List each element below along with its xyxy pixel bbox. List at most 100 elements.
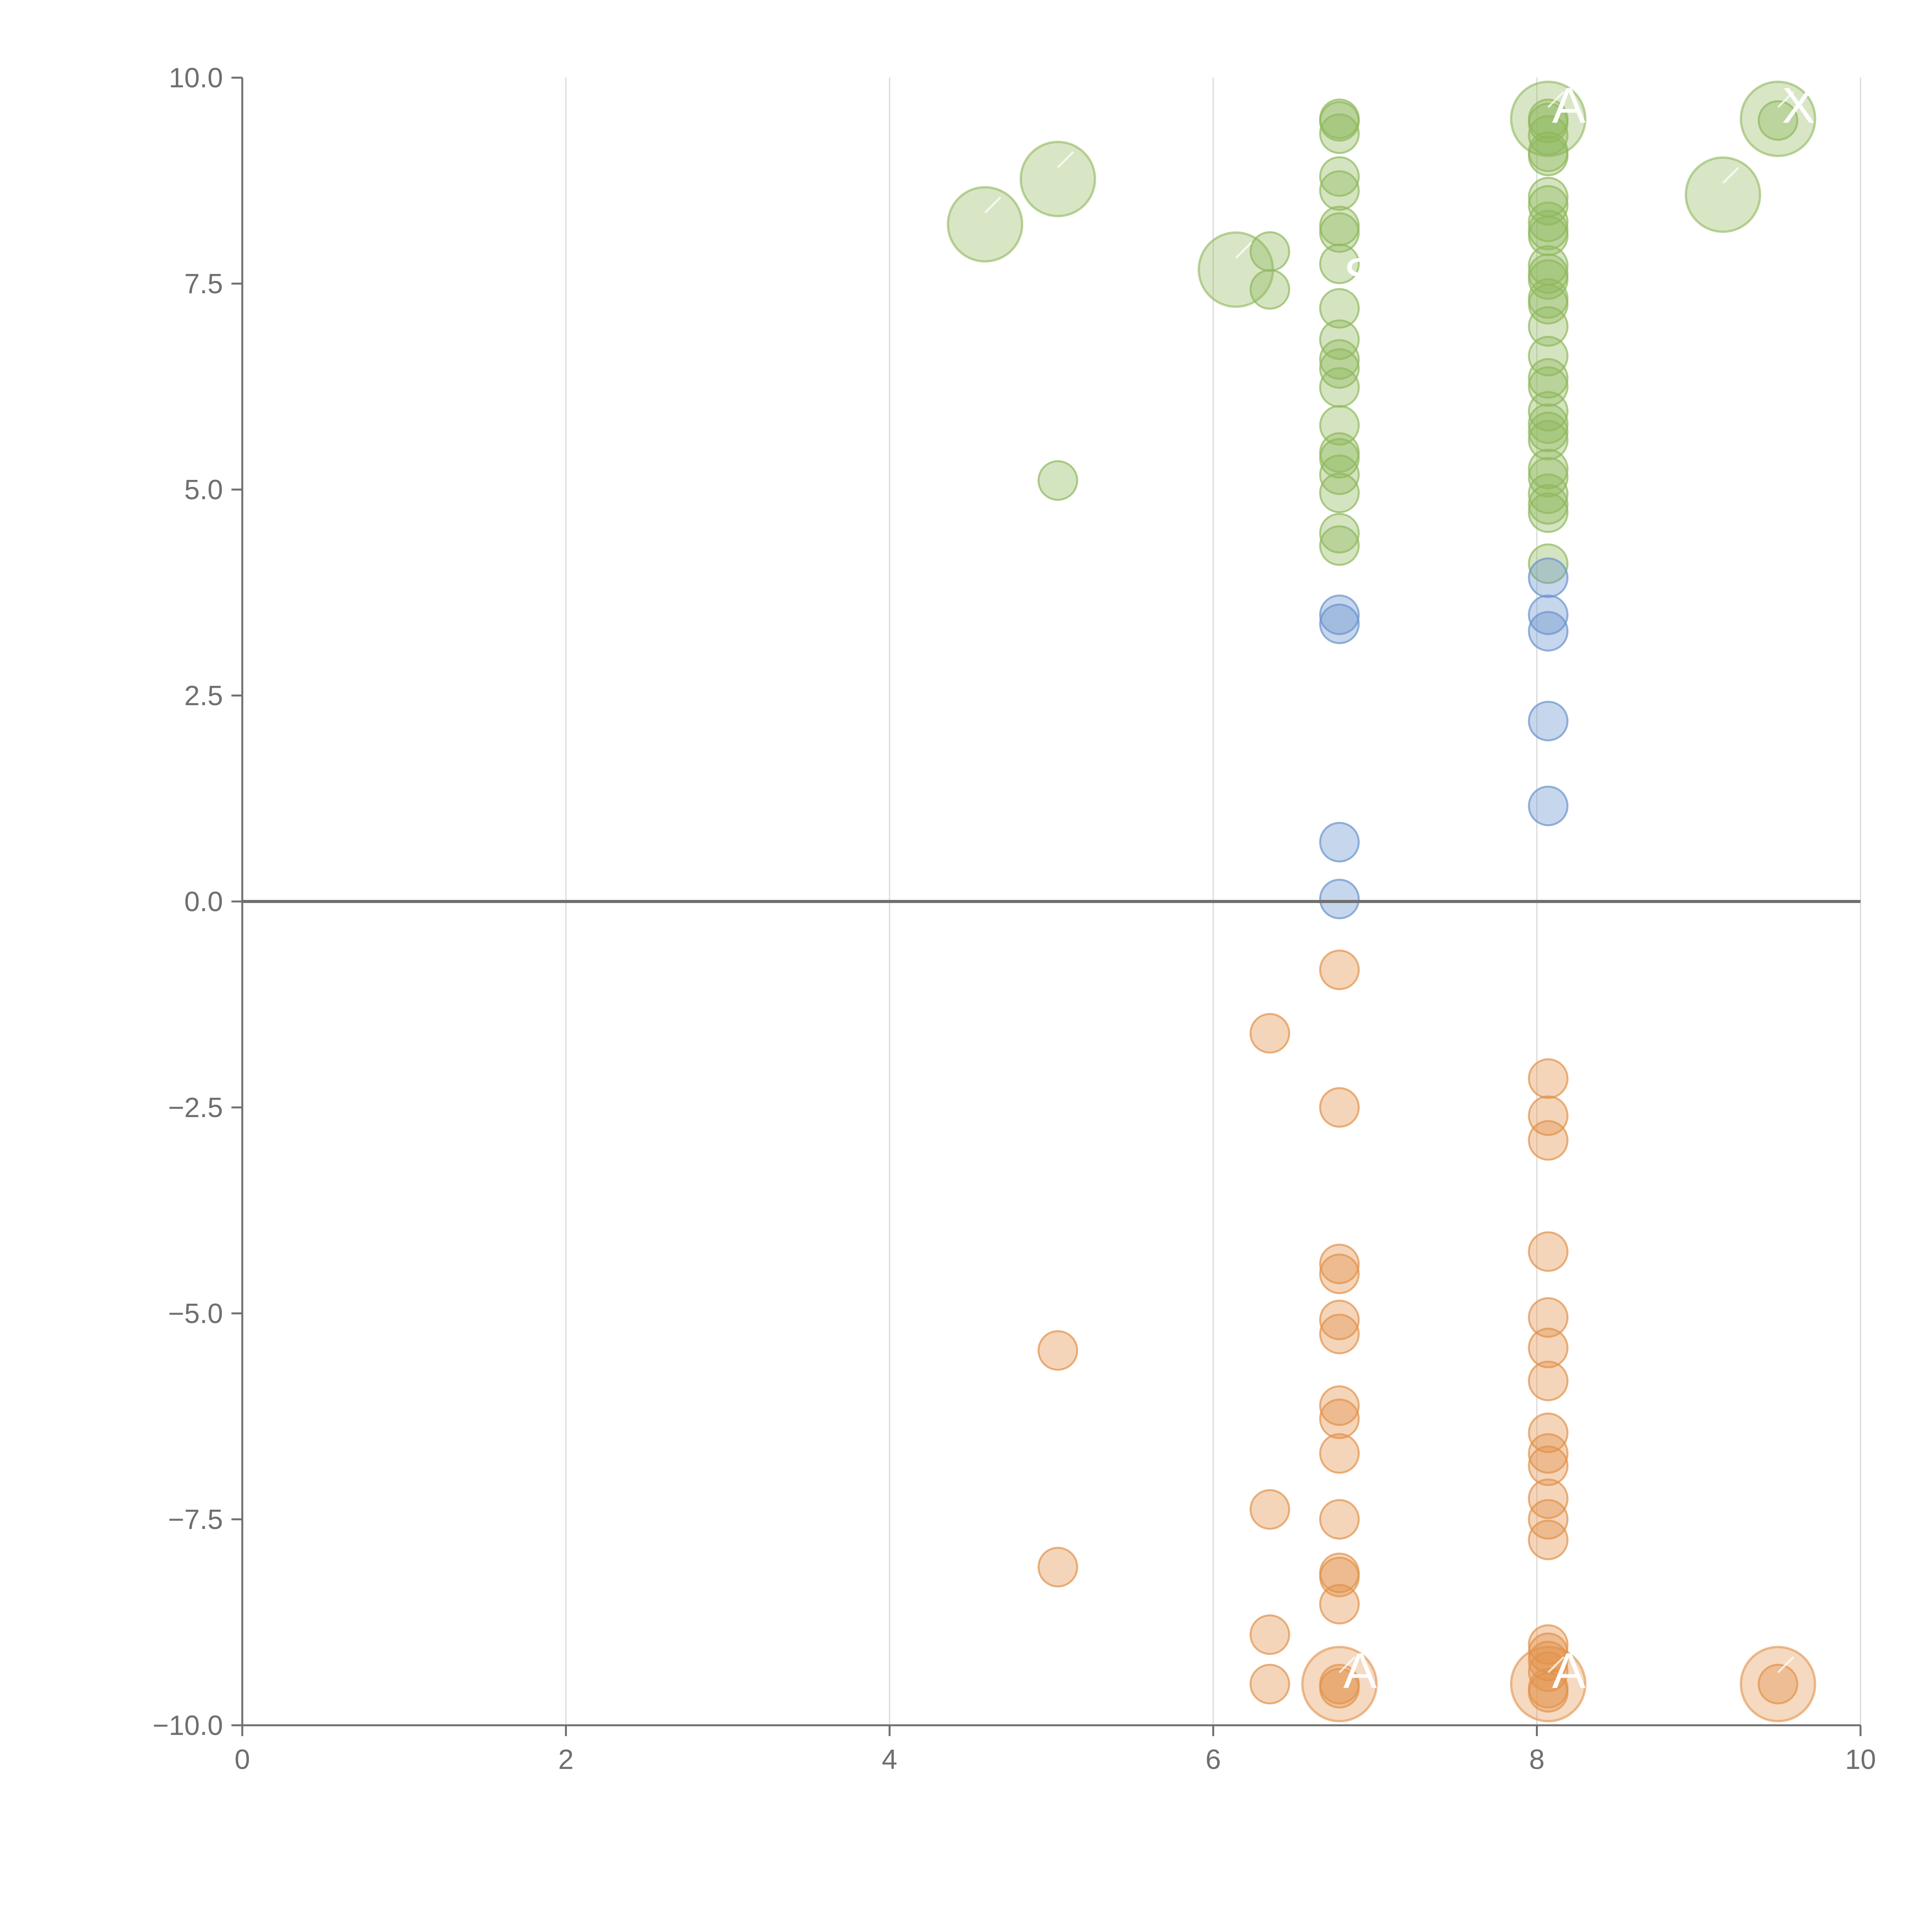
- leader-line: [1547, 1656, 1565, 1673]
- leader-line: [1235, 242, 1252, 259]
- data-point-low: [1528, 1058, 1569, 1099]
- data-point-high: [1319, 513, 1360, 554]
- data-point-high: [1528, 115, 1569, 156]
- annotation-label: X: [1782, 77, 1815, 134]
- large-data-point: [1510, 80, 1587, 157]
- data-point-low: [1528, 1412, 1569, 1453]
- data-point-high: [1319, 438, 1360, 479]
- data-point-low: [1528, 1499, 1569, 1540]
- data-point-low: [1319, 1253, 1360, 1294]
- data-point-high: [1319, 113, 1360, 154]
- x-tick-label: 0: [235, 1744, 250, 1775]
- data-point-high: [1319, 212, 1360, 253]
- large-data-point: [1301, 1646, 1378, 1723]
- data-point-low: [1319, 1433, 1360, 1474]
- large-data-point: [1740, 1646, 1816, 1723]
- data-point-low: [1528, 1445, 1569, 1486]
- annotation-label: A: [1343, 1642, 1377, 1699]
- y-tick-label: 5.0: [184, 474, 223, 505]
- data-point-low: [1319, 1299, 1360, 1340]
- data-point-low: [1037, 1330, 1078, 1371]
- data-point-high: [1319, 243, 1360, 284]
- data-point-high: [1528, 366, 1569, 407]
- point-annotations: A X S A A: [1343, 77, 1815, 1699]
- data-point-low: [1319, 1668, 1360, 1709]
- data-point-low: [1319, 1499, 1360, 1540]
- data-point-high: [1319, 170, 1360, 211]
- data-point-low: [1528, 1672, 1569, 1713]
- leader-line: [1777, 1656, 1794, 1673]
- annotation-label: A: [1552, 1642, 1586, 1699]
- x-tick-label: 8: [1529, 1744, 1544, 1775]
- data-point-mid: [1528, 557, 1569, 598]
- data-point-low: [1757, 1663, 1798, 1704]
- data-point-high: [1037, 460, 1078, 501]
- y-tick-label: 7.5: [184, 269, 223, 299]
- data-point-low: [1319, 1313, 1360, 1354]
- data-point-high: [1528, 449, 1569, 490]
- large-data-point: [1685, 156, 1762, 233]
- data-point-high: [1528, 543, 1569, 584]
- data-point-low: [1319, 1385, 1360, 1426]
- data-point-high: [1528, 412, 1569, 452]
- data-point-low: [1528, 1328, 1569, 1369]
- data-point-low: [1319, 1243, 1360, 1284]
- data-point-high: [1528, 403, 1569, 444]
- data-point-high: [1319, 101, 1360, 142]
- data-point-high: [1528, 358, 1569, 399]
- data-point-high: [1319, 473, 1360, 514]
- data-point-high: [1528, 391, 1569, 432]
- data-point-mid: [1319, 879, 1360, 920]
- data-point-mid: [1528, 786, 1569, 827]
- data-point-low: [1528, 1519, 1569, 1560]
- data-point-mid: [1319, 594, 1360, 635]
- data-point-low: [1037, 1547, 1078, 1588]
- large-data-point: [947, 186, 1024, 263]
- large-data-point: [1510, 1646, 1587, 1723]
- data-point-low: [1249, 1614, 1290, 1655]
- data-point-high: [1528, 185, 1569, 226]
- data-point-low: [1319, 949, 1360, 990]
- data-point-low: [1249, 1663, 1290, 1704]
- data-point-high: [1319, 525, 1360, 566]
- data-point-low: [1528, 1231, 1569, 1272]
- data-point-high: [1528, 284, 1569, 325]
- data-point-high: [1528, 201, 1569, 242]
- data-point-high: [1757, 100, 1798, 141]
- x-tick-label: 10: [1845, 1744, 1876, 1775]
- data-point-high: [1319, 454, 1360, 495]
- y-tick-label: −5.0: [168, 1298, 223, 1329]
- annotation-label: S: [1343, 248, 1377, 304]
- data-point-low: [1319, 1398, 1360, 1439]
- data-point-low: [1319, 1584, 1360, 1625]
- data-point-low: [1528, 1297, 1569, 1338]
- data-point-high: [1319, 156, 1360, 197]
- data-point-high: [1528, 306, 1569, 347]
- data-point-low: [1249, 1489, 1290, 1530]
- y-tick-label: −2.5: [168, 1092, 223, 1123]
- data-point-low: [1528, 1478, 1569, 1519]
- data-point-low: [1249, 1013, 1290, 1054]
- y-tick-label: −10.0: [153, 1710, 223, 1741]
- axes: 0 2 4 6 8 10 10.0 7.5 5.0 2.5 0.0 −2.5 −5.0 −7.5 −10.0: [153, 63, 1876, 1775]
- x-tick-label: 2: [558, 1744, 574, 1775]
- leader-line: [1777, 91, 1794, 108]
- data-point-low: [1528, 1361, 1569, 1401]
- data-point-low: [1528, 1120, 1569, 1161]
- x-tick-label: 4: [882, 1744, 897, 1775]
- large-data-points: [947, 80, 1816, 1723]
- leader-line: [1722, 167, 1739, 184]
- data-point-high: [1528, 336, 1569, 377]
- leader-line: [1338, 1656, 1356, 1673]
- y-tick-label: −7.5: [168, 1504, 223, 1535]
- data-point-mid: [1528, 594, 1569, 635]
- data-point-low: [1528, 1095, 1569, 1136]
- data-point-mid: [1528, 611, 1569, 652]
- leader-line: [1057, 151, 1074, 168]
- large-data-point: [1019, 141, 1096, 218]
- data-point-high: [1319, 288, 1360, 329]
- data-point-mid: [1528, 701, 1569, 742]
- data-point-mid: [1319, 821, 1360, 862]
- data-point-high: [1528, 492, 1569, 533]
- large-data-point: [1740, 80, 1816, 157]
